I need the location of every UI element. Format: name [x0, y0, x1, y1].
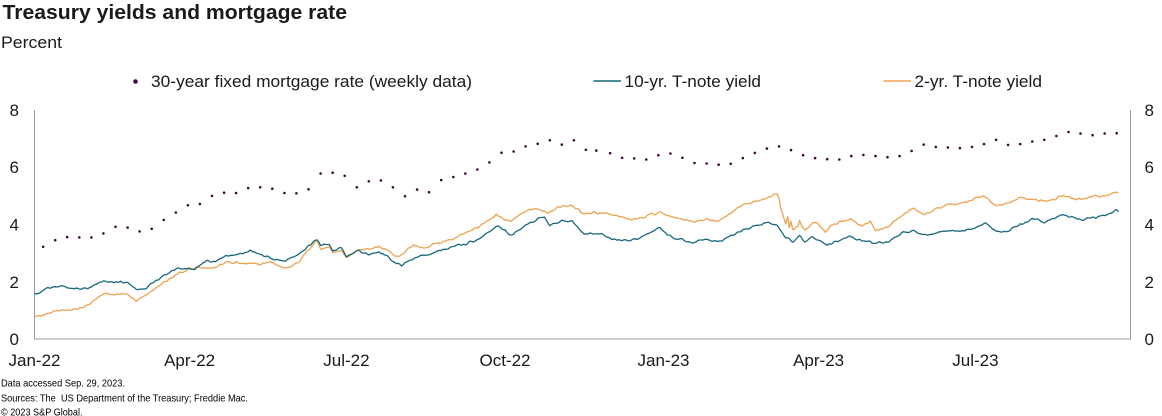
svg-text:4: 4: [10, 216, 19, 235]
svg-text:6: 6: [10, 158, 19, 177]
svg-text:Jul-23: Jul-23: [952, 351, 998, 370]
svg-text:2-yr. T-note yield: 2-yr. T-note yield: [915, 72, 1043, 91]
svg-text:0: 0: [10, 330, 19, 349]
svg-text:Jan-23: Jan-23: [638, 351, 690, 370]
svg-text:Oct-22: Oct-22: [479, 351, 530, 370]
svg-text:6: 6: [1145, 158, 1154, 177]
svg-text:© 2023 S&P Global.: © 2023 S&P Global.: [1, 407, 83, 416]
svg-text:Treasury yields and mortgage r: Treasury yields and mortgage rate: [3, 2, 348, 24]
svg-text:Data accessed Sep. 29, 2023.: Data accessed Sep. 29, 2023.: [1, 379, 125, 390]
svg-text:4: 4: [1145, 216, 1154, 235]
svg-text:8: 8: [10, 101, 19, 120]
svg-text:2: 2: [1145, 273, 1154, 292]
svg-text:0: 0: [1145, 330, 1154, 349]
svg-text:10-yr. T-note yield: 10-yr. T-note yield: [625, 72, 762, 91]
svg-text:Jan-22: Jan-22: [9, 351, 61, 370]
svg-text:8: 8: [1145, 101, 1154, 120]
svg-text:2: 2: [10, 273, 19, 292]
svg-text:Percent: Percent: [1, 33, 62, 52]
svg-text:Apr-23: Apr-23: [793, 351, 844, 370]
svg-text:Sources: The US Department of: Sources: The US Department of the Treasu…: [1, 394, 248, 405]
svg-text:30-year fixed mortgage rate (w: 30-year fixed mortgage rate (weekly data…: [151, 72, 472, 91]
svg-text:Jul-22: Jul-22: [323, 351, 369, 370]
svg-text:Apr-22: Apr-22: [164, 351, 215, 370]
